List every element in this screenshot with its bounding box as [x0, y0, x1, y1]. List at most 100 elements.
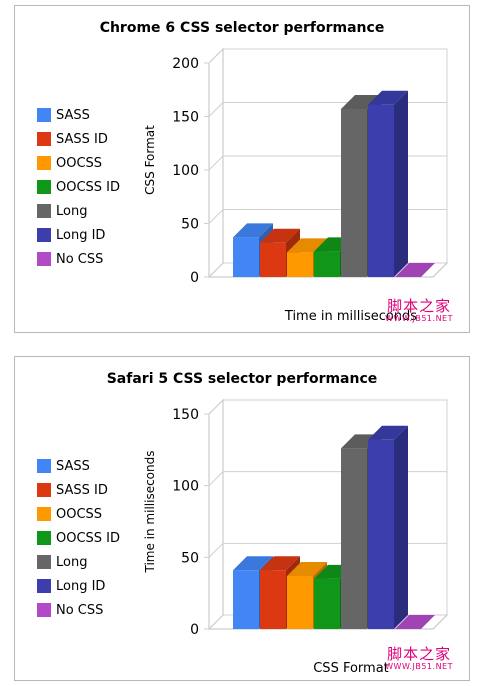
y-tick-label: 100 — [172, 479, 199, 495]
chart-legend: SASS SASS ID OOCSS OOCSS ID Long Long ID No CS… — [37, 454, 120, 622]
legend-item: No CSS — [37, 247, 120, 271]
y-tick-label: 150 — [172, 407, 199, 423]
bar — [395, 615, 435, 629]
bar-top — [368, 90, 408, 105]
y-tick-label: 50 — [181, 550, 199, 566]
bar-front — [287, 252, 313, 277]
bar — [368, 425, 408, 629]
legend-item: SASS ID — [37, 478, 120, 502]
legend-swatch — [37, 579, 51, 593]
legend-label: Long ID — [56, 227, 106, 243]
legend-item: SASS ID — [37, 127, 120, 151]
legend-item: SASS — [37, 454, 120, 478]
bar-top — [287, 561, 327, 576]
legend-item: Long — [37, 199, 120, 223]
watermark-url: WWW.JB51.NET — [385, 314, 453, 323]
legend-item: OOCSS ID — [37, 175, 120, 199]
legend-label: No CSS — [56, 602, 104, 618]
gridline — [204, 48, 447, 64]
bar-front — [341, 448, 367, 629]
gridline — [204, 542, 447, 558]
legend-item: SASS — [37, 103, 120, 127]
bar-top — [341, 95, 381, 110]
bar-front — [341, 109, 367, 277]
legend-label: Long — [56, 554, 88, 570]
y-tick-label: 150 — [172, 110, 199, 126]
legend-label: Long ID — [56, 578, 106, 594]
y-tick-label: 200 — [172, 56, 199, 72]
legend-item: OOCSS — [37, 151, 120, 175]
bar-front — [233, 570, 259, 629]
legend-swatch — [37, 459, 51, 473]
chart-plot: 0 50 100 150 CSS Format Time in milliseconds — [143, 398, 449, 676]
bar-front — [368, 439, 394, 629]
chart-panel-chrome: Chrome 6 CSS selector performance SASS SA… — [14, 5, 470, 333]
legend-swatch — [37, 108, 51, 122]
legend-label: No CSS — [56, 251, 104, 267]
legend-label: OOCSS — [56, 155, 103, 171]
legend-label: SASS — [56, 107, 90, 123]
gridline — [204, 471, 447, 487]
legend-swatch — [37, 507, 51, 521]
side-wall — [208, 398, 224, 631]
legend-label: OOCSS ID — [56, 530, 121, 546]
watermark-url: WWW.JB51.NET — [385, 662, 453, 671]
chart-legend: SASS SASS ID OOCSS OOCSS ID Long Long ID No CS… — [37, 103, 120, 271]
legend-swatch — [37, 156, 51, 170]
bar-front — [368, 104, 394, 277]
chart-panel-safari: Safari 5 CSS selector performance SASS SA… — [14, 356, 470, 681]
gridline — [204, 399, 447, 415]
legend-item: No CSS — [37, 598, 120, 622]
bar-top — [287, 238, 327, 253]
y-axis-label: CSS Format — [143, 125, 157, 195]
legend-swatch — [37, 252, 51, 266]
legend-swatch — [37, 228, 51, 242]
legend-label: OOCSS ID — [56, 179, 121, 195]
watermark-logo: 脚本之家 WWW.JB51.NET — [385, 298, 453, 323]
y-tick-label: 100 — [172, 163, 199, 179]
legend-item: Long ID — [37, 574, 120, 598]
watermark-text: 脚本之家 — [387, 645, 452, 663]
chart-title: Chrome 6 CSS selector performance — [99, 20, 385, 36]
bar-top — [395, 263, 435, 277]
y-tick-label: 0 — [190, 270, 199, 286]
x-axis-label: Time in milliseconds — [284, 309, 417, 324]
legend-swatch — [37, 603, 51, 617]
watermark-text: 脚本之家 — [387, 297, 452, 315]
y-tick-label: 50 — [181, 217, 199, 233]
y-tick-label: 0 — [190, 622, 199, 638]
legend-swatch — [37, 180, 51, 194]
gridline — [204, 102, 447, 117]
legend-swatch — [37, 132, 51, 146]
bar-front — [314, 578, 340, 629]
bar-side — [394, 425, 408, 629]
legend-item: OOCSS ID — [37, 526, 120, 550]
watermark-logo: 脚本之家 WWW.JB51.NET — [385, 646, 453, 671]
legend-swatch — [37, 204, 51, 218]
bar-top — [260, 556, 300, 571]
gridline — [204, 209, 447, 224]
bar-top — [233, 223, 273, 238]
bar-side — [394, 90, 408, 277]
legend-label: OOCSS — [56, 506, 103, 522]
bar-top — [233, 556, 273, 571]
bar-top — [260, 228, 300, 243]
bar-top — [368, 425, 408, 440]
bar-front — [260, 242, 286, 277]
x-axis-label: CSS Format — [313, 661, 389, 676]
legend-label: SASS ID — [56, 131, 108, 147]
bar — [395, 263, 435, 277]
chart-plot: 0 50 100 150 200 Time in milliseconds CSS Form… — [143, 47, 449, 324]
legend-swatch — [37, 531, 51, 545]
bar-top — [395, 615, 435, 629]
y-axis-label: Time in milliseconds — [143, 450, 157, 573]
bar — [368, 90, 408, 277]
legend-label: SASS — [56, 458, 90, 474]
bar-front — [233, 237, 259, 277]
legend-item: Long ID — [37, 223, 120, 247]
chart-title: Safari 5 CSS selector performance — [106, 371, 378, 387]
legend-swatch — [37, 555, 51, 569]
legend-label: Long — [56, 203, 88, 219]
legend-item: Long — [37, 550, 120, 574]
legend-item: OOCSS — [37, 502, 120, 526]
